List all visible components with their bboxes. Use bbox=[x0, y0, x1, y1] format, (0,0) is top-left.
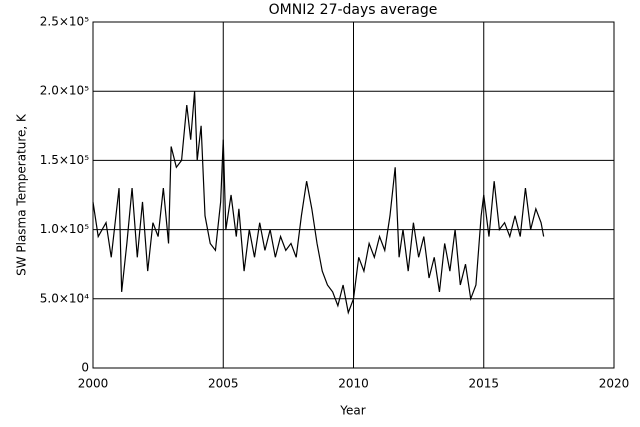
x-tick-label: 2020 bbox=[599, 377, 630, 391]
x-tick-label: 2000 bbox=[78, 377, 109, 391]
y-tick-label: 1.0×10⁵ bbox=[40, 222, 89, 236]
y-tick-label: 1.5×10⁵ bbox=[40, 153, 89, 167]
chart-title: OMNI2 27-days average bbox=[269, 2, 438, 18]
x-tick-label: 2005 bbox=[208, 377, 239, 391]
y-tick-label: 0 bbox=[81, 361, 89, 375]
x-axis-label: Year bbox=[339, 404, 365, 418]
y-tick-label: 2.0×10⁵ bbox=[40, 84, 89, 98]
y-tick-label: 5.0×10⁴ bbox=[40, 291, 89, 305]
x-tick-label: 2015 bbox=[468, 377, 499, 391]
y-tick-label: 2.5×10⁵ bbox=[40, 15, 89, 29]
y-axis-label: SW Plasma Temperature, K bbox=[15, 113, 29, 276]
data-line bbox=[92, 91, 545, 315]
x-tick-label: 2010 bbox=[338, 377, 369, 391]
